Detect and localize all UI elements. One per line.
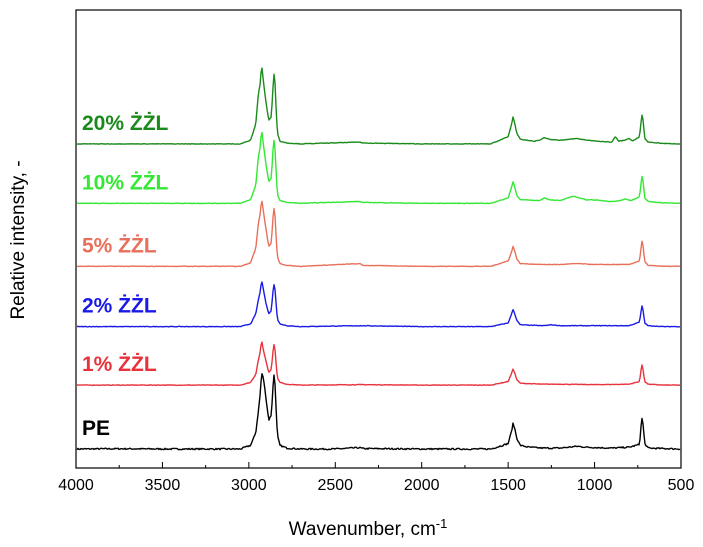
series-label-1: 1% ŻŻL <box>82 353 157 376</box>
series-label-0: PE <box>82 417 110 440</box>
series-line-4 <box>76 131 681 205</box>
x-tick-label: 4000 <box>58 477 94 494</box>
x-tick-label: 2500 <box>317 477 353 494</box>
series-label-4: 10% ŻŻL <box>82 171 169 194</box>
x-tick-label: 3000 <box>231 477 267 494</box>
plot-area <box>75 9 682 469</box>
series-line-3 <box>76 200 681 268</box>
x-tick-label: 2000 <box>404 477 440 494</box>
series-label-2: 2% ŻŻL <box>82 295 157 318</box>
x-axis-title: Wavenumber, cm-1 <box>289 516 448 540</box>
x-tick-label: 500 <box>668 477 695 494</box>
spectra-series <box>76 67 681 451</box>
plot-frame <box>75 9 682 469</box>
x-tick-label: 1500 <box>490 477 526 494</box>
series-line-5 <box>76 67 681 145</box>
series-labels: PE 1% ŻŻL 2% ŻŻL 5% ŻŻL 10% ŻŻL 20% ŻŻL <box>82 112 169 440</box>
y-axis-title: Relative intensity, - <box>8 160 29 319</box>
x-tick-label: 3500 <box>145 477 181 494</box>
x-axis-ticks: 4000 3500 3000 2500 2000 1500 1000 500 <box>58 462 694 494</box>
x-tick-label: 1000 <box>577 477 613 494</box>
series-line-0 <box>76 373 681 451</box>
series-line-1 <box>76 341 681 387</box>
x-axis-title-superscript: -1 <box>436 516 448 531</box>
series-label-5: 20% ŻŻL <box>82 112 169 135</box>
series-line-2 <box>76 281 681 328</box>
x-axis-title-text: Wavenumber, cm <box>289 519 436 540</box>
series-label-3: 5% ŻŻL <box>82 234 157 257</box>
